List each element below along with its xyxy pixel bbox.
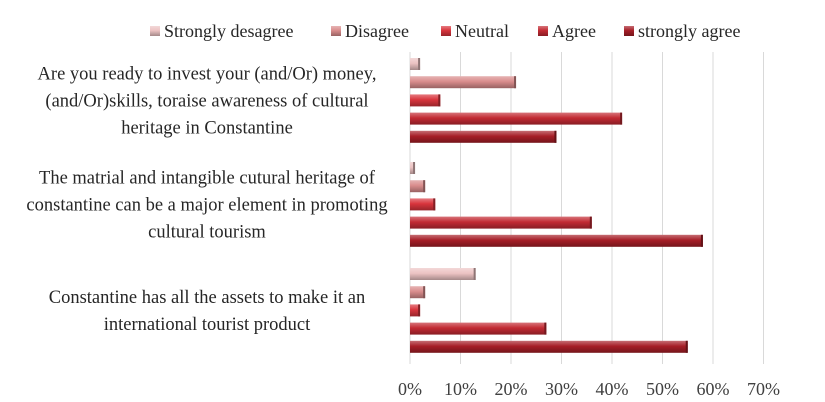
legend-label: Strongly desagree (164, 21, 293, 41)
legend-label: Neutral (455, 21, 509, 41)
legend-swatch (331, 26, 341, 36)
bar-neutral-1 (410, 94, 441, 107)
bar-end (418, 304, 421, 317)
x-tick-label: 40% (596, 379, 629, 399)
legend: Strongly desagree Disagree Neutral Agree str… (150, 21, 740, 41)
bar-end (544, 322, 547, 335)
category-label: Are you ready to invest your (and/Or) mo… (38, 64, 377, 84)
x-tick-label: 10% (444, 379, 477, 399)
bar-neutral-3 (410, 304, 421, 317)
bar-end (438, 94, 441, 107)
category-label: international tourist product (104, 315, 311, 335)
bar-end (418, 58, 421, 70)
category-label: (and/Or)skills, toraise awareness of cul… (45, 91, 368, 111)
x-tick-label: 50% (646, 379, 679, 399)
category-label: heritage in Constantine (121, 118, 293, 138)
legend-swatch (150, 26, 160, 36)
bar-agree-3 (410, 322, 547, 335)
bar-end (433, 198, 436, 211)
bar-disagree-1 (410, 76, 517, 89)
x-tick-label: 20% (495, 379, 528, 399)
bar-end (514, 76, 517, 89)
bar-neutral-2 (410, 198, 436, 211)
bar-end (589, 216, 592, 229)
bar-end (685, 340, 688, 353)
x-tick-label: 30% (545, 379, 578, 399)
category-label: The matrial and intangible cutural herit… (39, 168, 376, 188)
bar-end (554, 130, 557, 143)
category-label: constantine can be a major element in pr… (26, 195, 387, 215)
legend-label: Agree (552, 21, 596, 41)
category-label: cultural tourism (148, 222, 266, 242)
bar-end (620, 112, 623, 125)
bar-strongly-desagree-1 (410, 58, 421, 70)
bar-agree-1 (410, 112, 623, 125)
bar-strongly-agree-1 (410, 130, 557, 143)
bar-strongly-desagree-2 (410, 162, 416, 174)
bar-strongly-agree-2 (410, 234, 703, 247)
bar-agree-2 (410, 216, 592, 229)
legend-swatch (624, 26, 634, 36)
legend-swatch (441, 26, 451, 36)
category-label: Constantine has all the assets to make i… (49, 288, 366, 308)
legend-label: strongly agree (638, 21, 740, 41)
bar-end (473, 268, 476, 280)
bar-strongly-desagree-3 (410, 268, 476, 280)
bar-disagree-2 (410, 180, 426, 193)
grid (409, 52, 764, 364)
x-axis-ticks: 0% 10% 20% 30% 40% 50% 60% 70% (398, 379, 780, 399)
bars (410, 58, 703, 353)
x-tick-label: 60% (697, 379, 730, 399)
bar-end (423, 286, 426, 299)
category-labels: Are you ready to invest your (and/Or) mo… (26, 64, 387, 335)
bar-disagree-3 (410, 286, 426, 299)
bar-end (413, 162, 416, 174)
x-tick-label: 0% (398, 379, 422, 399)
bar-strongly-agree-3 (410, 340, 688, 353)
legend-swatch (538, 26, 548, 36)
bar-end (700, 234, 703, 247)
bar-end (423, 180, 426, 193)
x-tick-label: 70% (747, 379, 780, 399)
legend-label: Disagree (345, 21, 409, 41)
